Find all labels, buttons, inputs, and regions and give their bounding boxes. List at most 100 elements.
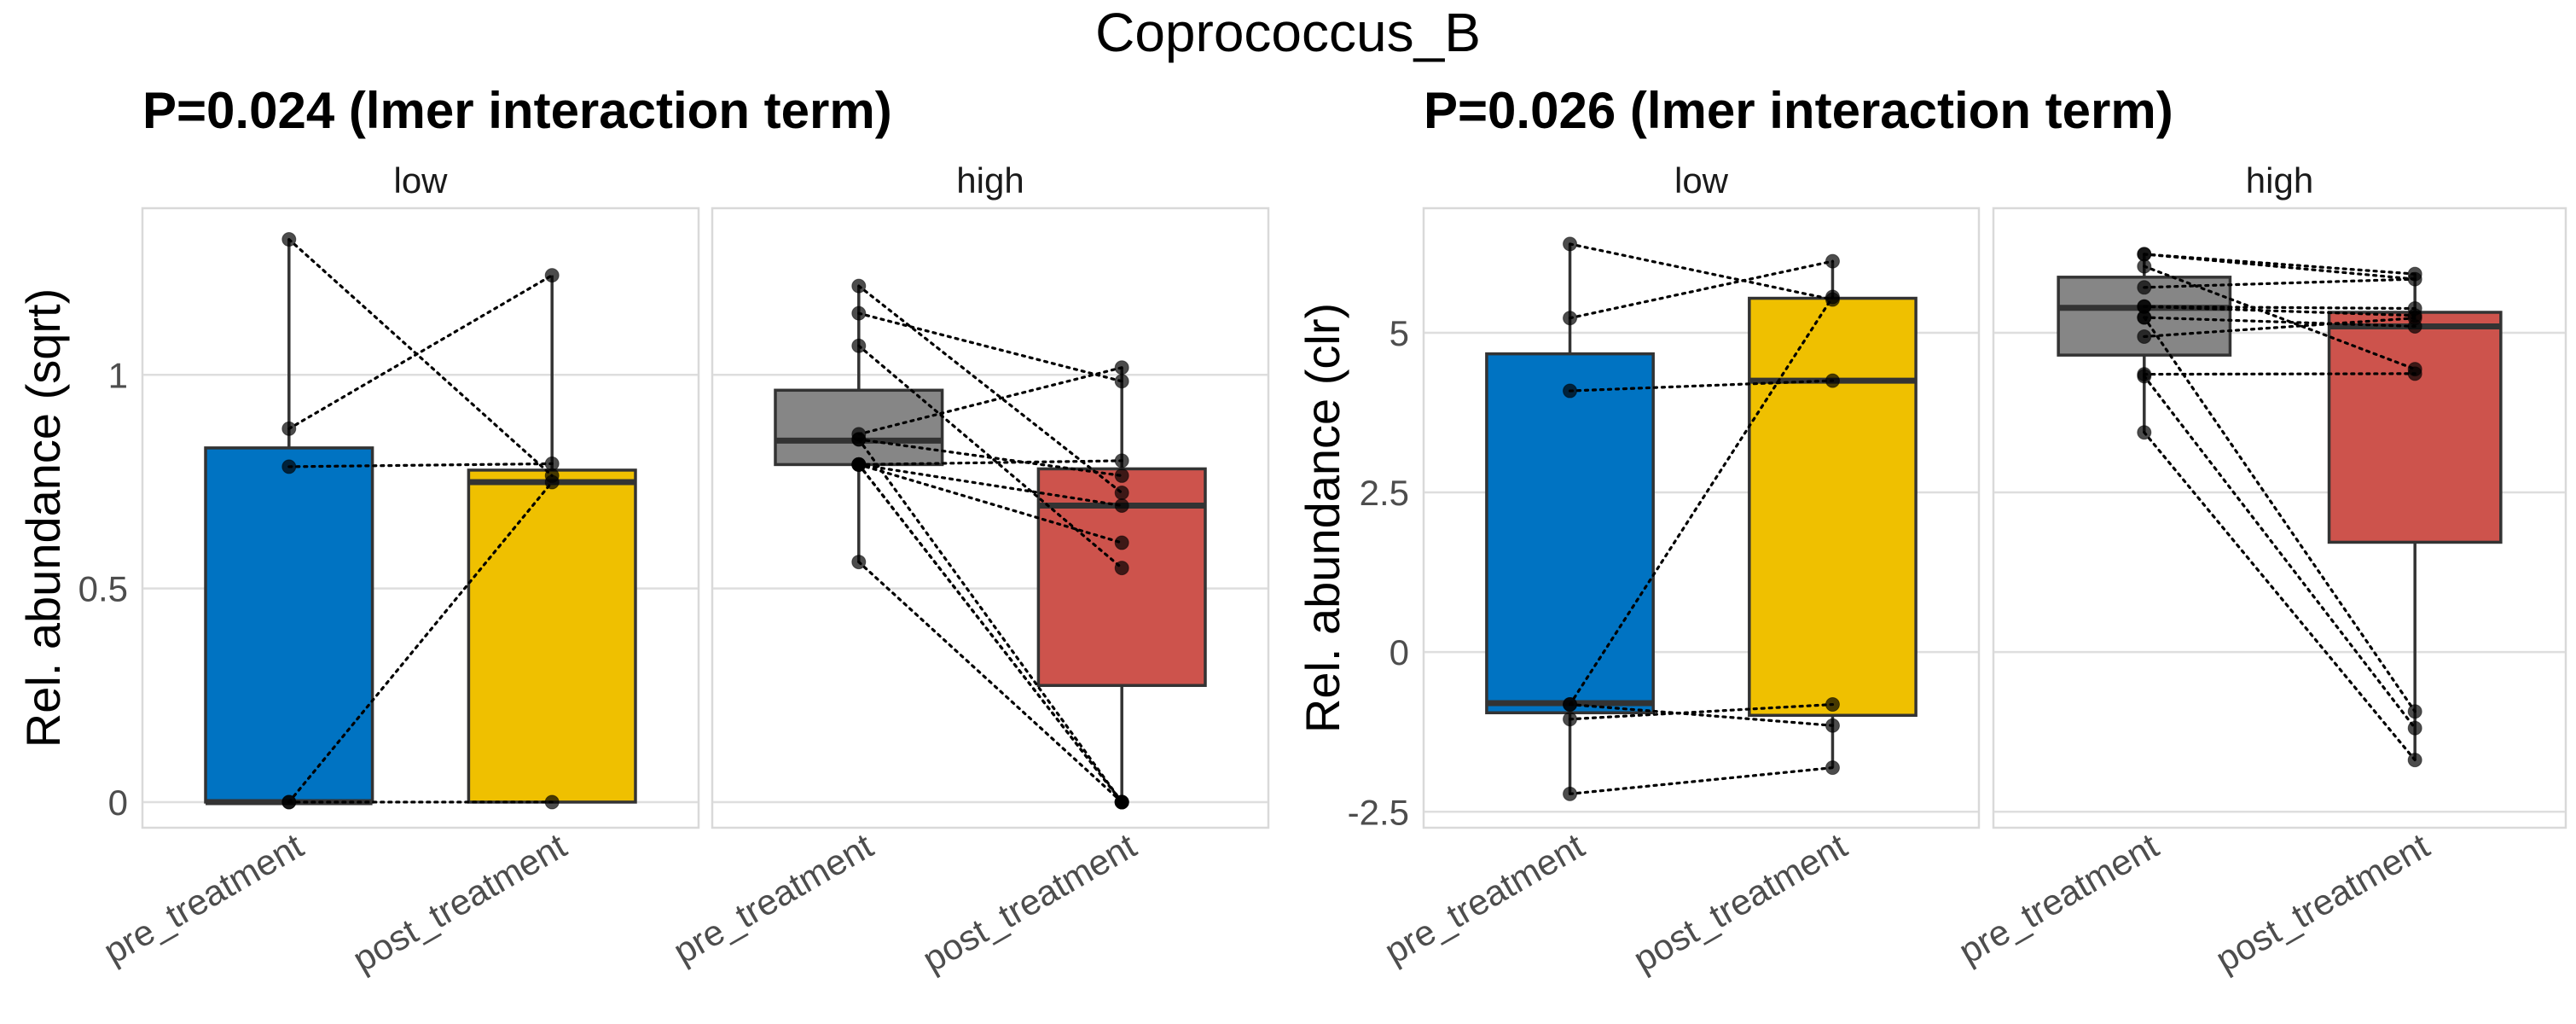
- data-point: [1563, 383, 1578, 399]
- boxplot-post_treatment: [467, 275, 637, 804]
- data-point: [851, 305, 867, 321]
- paired-line: [1568, 766, 1835, 795]
- data-point: [851, 555, 867, 570]
- paired-line: [2143, 305, 2416, 311]
- facet-panel-high: high pre_treatment post_treatment: [1952, 160, 2567, 980]
- data-point: [1825, 253, 1840, 269]
- data-point: [1114, 561, 1129, 576]
- data-point: [1114, 485, 1129, 500]
- box-iqr: [204, 446, 374, 804]
- data-point: [1563, 236, 1578, 252]
- data-point: [2407, 318, 2422, 334]
- boxplot-pre_treatment: [1485, 243, 1655, 794]
- data-point: [2407, 753, 2422, 768]
- paired-line: [2143, 316, 2416, 713]
- data-point: [2137, 259, 2152, 274]
- data-point: [1114, 497, 1129, 513]
- paired-line: [2143, 316, 2416, 329]
- facet-panel-low: low pre_treatment post_treatment: [96, 160, 700, 980]
- data-point: [1114, 453, 1129, 468]
- y-tick-label: 2.5: [1360, 473, 1409, 513]
- paired-line: [287, 480, 554, 804]
- paired-line: [1568, 379, 1835, 393]
- x-tick-label: pre_treatment: [666, 825, 879, 972]
- data-point: [544, 268, 560, 283]
- data-point: [1114, 468, 1129, 483]
- paired-line: [857, 463, 1123, 804]
- data-point: [851, 278, 867, 294]
- paired-line: [2143, 253, 2416, 281]
- data-point: [1114, 360, 1129, 375]
- paired-line: [1568, 702, 1835, 727]
- y-tick-label: 5: [1390, 313, 1409, 353]
- data-point: [544, 474, 560, 490]
- paired-line: [287, 274, 554, 430]
- paired-line: [2143, 317, 2416, 339]
- data-point: [1114, 535, 1129, 550]
- box-iqr: [1748, 296, 1917, 718]
- y-tick-label: 0.5: [78, 569, 128, 609]
- facet-strip-label: low: [1674, 160, 1729, 201]
- paired-line: [857, 311, 1123, 383]
- paired-line: [2143, 277, 2416, 289]
- data-point: [2137, 369, 2152, 384]
- data-point: [2137, 310, 2152, 325]
- data-point: [1114, 794, 1129, 810]
- paired-line: [2143, 305, 2416, 317]
- data-point: [851, 432, 867, 447]
- boxplot-post_treatment: [1748, 261, 1917, 768]
- paired-line: [1568, 242, 1835, 301]
- box-iqr: [467, 468, 637, 804]
- data-point: [281, 232, 297, 247]
- facet-strip-label: low: [393, 160, 448, 201]
- data-point: [2137, 425, 2152, 440]
- data-point: [851, 457, 867, 472]
- box-iqr: [1485, 352, 1655, 715]
- paired-line: [857, 459, 1123, 467]
- plot-sqrt: P=0.024 (lmer interaction term) Rel. abu…: [16, 82, 1270, 980]
- data-point: [2407, 271, 2422, 287]
- data-point: [1825, 373, 1840, 388]
- paired-line: [857, 438, 1123, 478]
- y-axis-title: Rel. abundance (sqrt): [16, 288, 70, 748]
- x-tick-label: post_treatment: [1627, 825, 1854, 980]
- x-tick-label: post_treatment: [346, 825, 573, 980]
- paired-line: [1568, 259, 1835, 320]
- facet-strip-label: high: [956, 160, 1024, 201]
- data-point: [1825, 292, 1840, 307]
- paired-line: [857, 463, 1123, 544]
- data-point: [2137, 329, 2152, 344]
- y-tick-label: -2.5: [1348, 792, 1409, 832]
- data-point: [1825, 718, 1840, 733]
- paired-line: [2143, 375, 2416, 730]
- data-point: [2407, 704, 2422, 719]
- paired-line: [2143, 265, 2416, 371]
- paired-line: [287, 462, 554, 468]
- data-point: [1563, 697, 1578, 713]
- data-point: [1563, 786, 1578, 801]
- data-point: [2137, 280, 2152, 295]
- facet-panel-high: high pre_treatment post_treatment: [666, 160, 1270, 980]
- data-point: [281, 421, 297, 436]
- paired-line: [857, 284, 1123, 495]
- paired-line: [857, 463, 1123, 508]
- paired-line: [857, 366, 1123, 436]
- data-point: [1114, 374, 1129, 389]
- x-tick-label: post_treatment: [2209, 825, 2436, 980]
- data-point: [1825, 697, 1840, 713]
- figure-title: Coprococcus_B: [1095, 2, 1481, 63]
- x-tick-label: pre_treatment: [1378, 825, 1591, 972]
- x-tick-label: pre_treatment: [96, 825, 310, 972]
- paired-line: [287, 237, 554, 478]
- y-tick-label: 1: [108, 355, 128, 395]
- data-point: [1825, 760, 1840, 776]
- plot-subtitle: P=0.024 (lmer interaction term): [142, 82, 892, 139]
- paired-line: [1568, 702, 1835, 721]
- data-point: [281, 459, 297, 474]
- facet-strip-label: high: [2246, 160, 2313, 201]
- y-axis-title: Rel. abundance (clr): [1296, 303, 1349, 733]
- plot-subtitle: P=0.026 (lmer interaction term): [1424, 82, 2173, 139]
- data-point: [281, 794, 297, 810]
- y-tick-label: 0: [108, 783, 128, 823]
